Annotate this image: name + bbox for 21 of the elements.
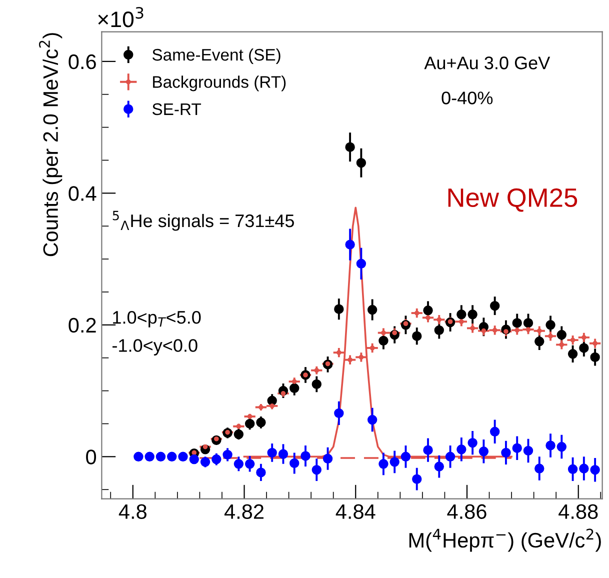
x-axis-title: M($^{4}$Hepπ$^{−}$) (GeV/c$^{2}$) [409, 528, 601, 552]
y-tick-label: 0.4 [68, 186, 96, 201]
y-tick-label: 0.2 [68, 318, 96, 333]
annotation: Au+Au 3.0 GeV [424, 56, 550, 70]
text: ×10$^{3}$ [98, 6, 144, 28]
legend-label: SE-RT [152, 103, 202, 116]
x-tick-label: 4.8 [118, 504, 146, 519]
y-axis-title: Counts (per 2.0 MeV/c$^{2}$) [38, 33, 62, 256]
annotation: 0-40% [442, 92, 493, 104]
annotation: New QM25 [448, 188, 578, 212]
annotation: -1.0<y<0.0 [112, 339, 198, 356]
x-tick-label: 4.86 [447, 504, 486, 519]
x-tick-label: 4.88 [558, 504, 598, 519]
x-tick-label: 4.82 [224, 504, 264, 519]
annotation: $^{5}$$_{Λ}$He signals = 731±45 [112, 210, 294, 231]
legend-label: Backgrounds (RT) [153, 76, 286, 92]
legend-label: Same-Event (SE) [152, 48, 280, 64]
y-tick-label: 0 [86, 450, 96, 464]
annotation: 1.0<p$_{T}$<5.0 [113, 310, 201, 328]
x-tick-label: 4.84 [336, 504, 376, 519]
y-tick-label: 0.6 [68, 54, 96, 70]
